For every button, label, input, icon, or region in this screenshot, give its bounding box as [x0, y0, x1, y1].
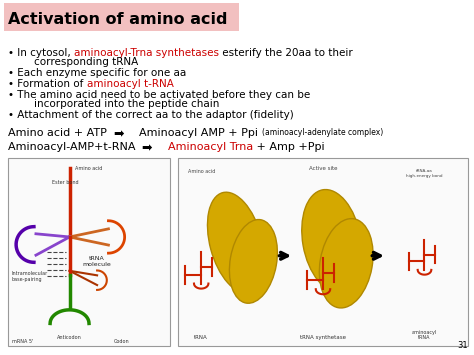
Text: tRNA synthetase: tRNA synthetase	[300, 335, 346, 340]
Text: Aminoacyl AMP + Ppi: Aminoacyl AMP + Ppi	[132, 128, 262, 138]
Text: Amino acid: Amino acid	[74, 166, 102, 171]
Text: Aminoacyl-AMP+t-RNA: Aminoacyl-AMP+t-RNA	[8, 142, 143, 152]
Text: tRNA
molecule: tRNA molecule	[83, 256, 111, 267]
Text: 31: 31	[457, 341, 468, 350]
Text: Active site: Active site	[309, 165, 337, 170]
Text: mRNA 5': mRNA 5'	[12, 339, 33, 344]
Text: Codon: Codon	[113, 339, 129, 344]
Bar	[178, 158, 468, 346]
Text: esterify the 20aa to their: esterify the 20aa to their	[219, 48, 353, 58]
Ellipse shape	[208, 192, 264, 293]
Text: Aminoacyl Trna: Aminoacyl Trna	[168, 142, 253, 152]
Ellipse shape	[302, 190, 362, 292]
Text: aminoacyl
tRNA: aminoacyl tRNA	[412, 329, 437, 340]
Text: aminoacyl-Trna synthetases: aminoacyl-Trna synthetases	[74, 48, 219, 58]
Text: incorporated into the peptide chain: incorporated into the peptide chain	[8, 99, 219, 109]
Text: Intramolecular
base-pairing: Intramolecular base-pairing	[12, 271, 48, 282]
Text: ➡: ➡	[143, 142, 161, 155]
Text: • In cytosol,: • In cytosol,	[8, 48, 74, 58]
Text: • Formation of: • Formation of	[8, 79, 87, 89]
Ellipse shape	[229, 219, 277, 303]
Bar	[4, 3, 239, 31]
Ellipse shape	[319, 219, 373, 308]
Text: tRNA: tRNA	[194, 335, 208, 340]
Text: (aminoacyl-adenylate complex): (aminoacyl-adenylate complex)	[262, 128, 383, 137]
Text: ➡: ➡	[114, 128, 132, 141]
Text: • Each enzyme specific for one aa: • Each enzyme specific for one aa	[8, 68, 186, 78]
Text: Ester bond: Ester bond	[52, 180, 78, 185]
Text: Activation of amino acid: Activation of amino acid	[8, 12, 228, 27]
Text: aminoacyl t-RNA: aminoacyl t-RNA	[87, 79, 173, 89]
Text: tRNA-aa
high-energy bond: tRNA-aa high-energy bond	[406, 169, 443, 178]
Text: Amino acid: Amino acid	[188, 169, 215, 174]
Text: • Attachment of the correct aa to the adaptor (fidelity): • Attachment of the correct aa to the ad…	[8, 110, 294, 120]
Text: Amino acid + ATP: Amino acid + ATP	[8, 128, 114, 138]
Text: corresponding tRNA: corresponding tRNA	[8, 57, 138, 67]
Bar	[8, 158, 170, 346]
Text: • The amino acid need to be activated before they can be: • The amino acid need to be activated be…	[8, 90, 310, 100]
Text: + Amp +Ppi: + Amp +Ppi	[253, 142, 325, 152]
Text: Anticodon: Anticodon	[57, 335, 82, 340]
